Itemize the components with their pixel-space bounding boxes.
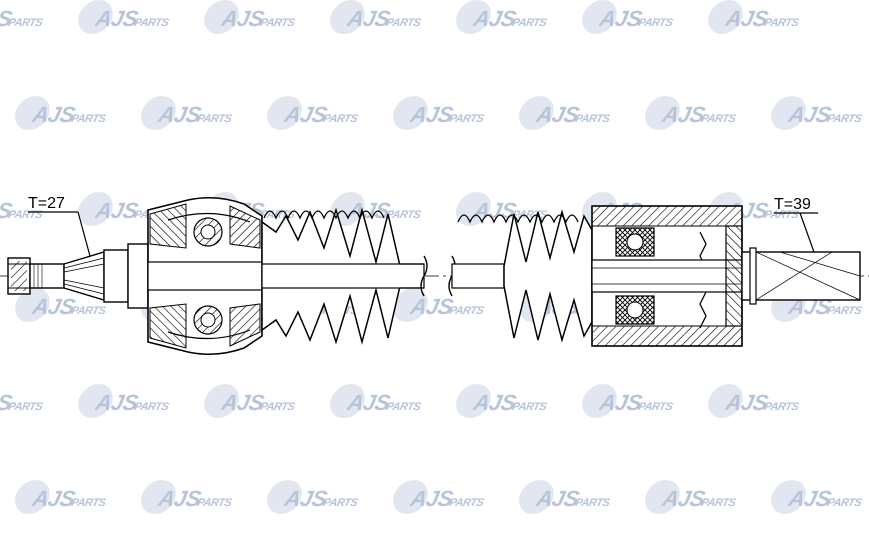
outer-cv-joint: [148, 198, 262, 355]
shaft-svg: [0, 0, 869, 541]
inner-boot: [452, 212, 592, 340]
label-left-spline: T=27: [28, 195, 65, 213]
label-right-spline: T=39: [774, 196, 811, 214]
drive-shaft-diagram: T=27 T=39: [0, 0, 869, 541]
left-stub: [8, 244, 148, 308]
inner-cv-joint: [592, 206, 742, 346]
right-stub: [742, 248, 860, 304]
outer-boot: [262, 210, 424, 342]
